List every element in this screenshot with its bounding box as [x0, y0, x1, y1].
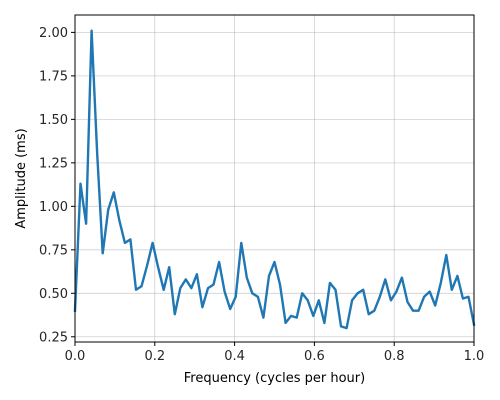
x-tick-label: 0.0	[65, 349, 86, 364]
amplitude-series-line	[73, 29, 476, 330]
x-tick-label: 0.6	[304, 349, 325, 364]
y-tick-label: 1.50	[39, 113, 68, 128]
plot-area-frame	[74, 14, 475, 343]
y-tick-label: 1.75	[39, 69, 68, 84]
y-tick-label: 0.75	[39, 243, 68, 258]
y-tick-label: 2.00	[39, 26, 68, 41]
x-tick-label: 0.4	[224, 349, 245, 364]
x-tick-label: 1.0	[464, 349, 485, 364]
y-tick-label: 0.50	[39, 287, 68, 302]
y-axis-ticks: 0.25 0.50 0.75 1.00 1.25 1.50 1.75 2.00	[39, 26, 75, 345]
series-lines	[73, 29, 476, 330]
x-axis-ticks: 0.0 0.2 0.4 0.6 0.8 1.0	[65, 342, 485, 364]
y-tick-label: 1.00	[39, 200, 68, 215]
x-tick-label: 0.8	[384, 349, 405, 364]
y-axis-label: Amplitude (ms)	[14, 128, 29, 228]
x-axis-label: Frequency (cycles per hour)	[184, 371, 365, 386]
y-tick-label: 1.25	[39, 156, 68, 171]
y-tick-label: 0.25	[39, 330, 68, 345]
x-tick-label: 0.2	[144, 349, 165, 364]
gridlines	[75, 15, 474, 342]
